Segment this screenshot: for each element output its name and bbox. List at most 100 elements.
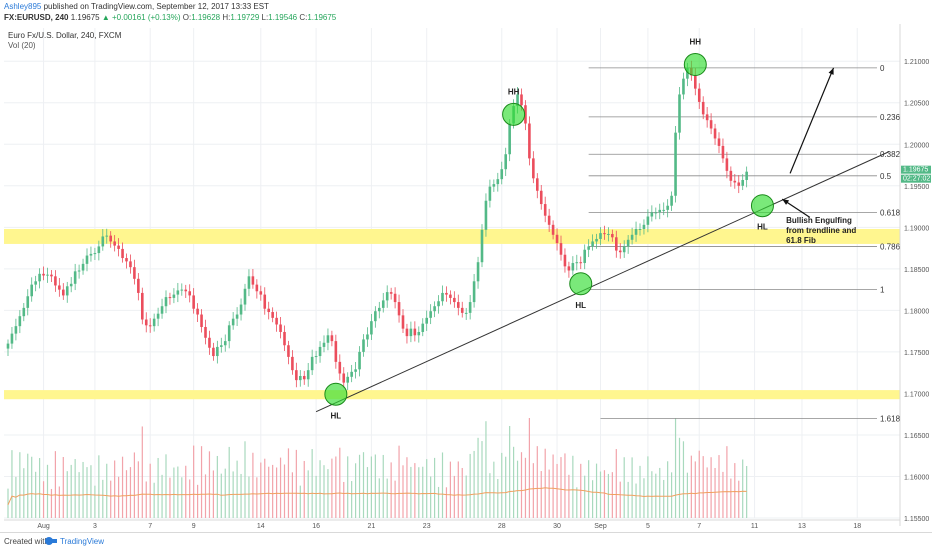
candle-body (630, 234, 634, 240)
tradingview-logo-icon (45, 537, 57, 545)
candle-body (618, 250, 622, 253)
volume-bar (659, 467, 661, 518)
candle-body (555, 234, 559, 244)
candle-body (239, 304, 243, 315)
volume-bar (193, 445, 195, 518)
price-chart[interactable]: 0 0.236 0.382 0.5 0.618 0.786 1 1.618 HH HH HL HL HL… (0, 24, 932, 532)
candle-body (271, 312, 274, 318)
volume-bar (276, 467, 278, 518)
candle-body (678, 94, 681, 133)
candle-body (291, 356, 294, 371)
volume-bar (31, 456, 33, 518)
candle-body (346, 376, 349, 383)
x-tick-label: Aug (37, 523, 50, 530)
volume-bar (90, 465, 92, 518)
volume-bar (177, 466, 179, 518)
volume-bar (287, 448, 290, 518)
volume-bar (7, 488, 9, 518)
candle-body (10, 333, 14, 344)
candle-body (97, 246, 101, 254)
volume-bar (311, 449, 313, 518)
volume-bar (157, 457, 159, 518)
fib-level-label: 0 (880, 64, 885, 73)
volume-bar (414, 463, 416, 518)
volume-bar (378, 478, 380, 518)
candle-body (626, 239, 630, 247)
volume-bar (228, 446, 230, 518)
volume-bar (236, 460, 238, 518)
candle-body (662, 209, 665, 211)
tradingview-link[interactable]: TradingView (60, 537, 105, 546)
candle-body (385, 292, 389, 301)
volume-bar (509, 425, 511, 518)
candle-body (666, 205, 669, 210)
volume-bar (568, 474, 570, 518)
chart-header: Ashley895 published on TradingView.com, … (0, 0, 932, 24)
volume-bar (390, 462, 392, 518)
fib-level-label: 0.5 (880, 172, 892, 181)
candle-body (670, 195, 673, 206)
candle-body (709, 120, 713, 129)
volume-bar (153, 482, 155, 518)
volume-bar (200, 446, 203, 518)
candle-body (6, 343, 10, 349)
fib-level-label: 1 (880, 286, 885, 295)
volume-bar (220, 473, 222, 518)
candle-body (259, 291, 263, 295)
candle-body (476, 262, 480, 282)
x-tick-label: 14 (257, 523, 265, 530)
candle-body (295, 370, 298, 381)
y-tick-label: 1.15500 (904, 516, 929, 523)
low-label: L: (261, 13, 269, 22)
volume-bar (279, 457, 282, 518)
volume-bar (556, 463, 558, 518)
volume-bar (426, 459, 428, 518)
candle-body (571, 263, 575, 271)
candle-body (208, 337, 211, 348)
candle-body (401, 315, 405, 329)
volume-bar (145, 481, 147, 518)
volume-bar (734, 463, 736, 518)
volume-bar (726, 446, 728, 518)
candle-body (310, 356, 314, 371)
pivot-circle (683, 53, 707, 77)
candle-body (46, 274, 49, 276)
volume-bar (362, 452, 365, 518)
volume-bar (252, 452, 254, 518)
volume-bar (599, 471, 602, 518)
author-link[interactable]: Ashley895 (4, 2, 42, 11)
candle-body (622, 246, 626, 253)
volume-bar (686, 472, 688, 518)
volume-bar (11, 450, 13, 518)
price-change: ▲ +0.00161 (+0.13%) (101, 13, 181, 22)
x-tick-label: 7 (697, 523, 701, 530)
y-tick-label: 1.16000 (904, 474, 929, 481)
volume-bar (639, 465, 641, 518)
x-tick-label: 13 (798, 523, 806, 530)
candle-body (62, 289, 65, 296)
candle-body (30, 284, 33, 297)
volume-bar (260, 462, 262, 518)
volume-bar (114, 460, 116, 518)
volume-bar (718, 455, 720, 518)
volume-bar (434, 457, 436, 518)
candle-body (263, 294, 267, 309)
candle-body (129, 261, 132, 268)
candle-body (133, 267, 136, 279)
volume-bar (358, 454, 361, 518)
candle-body (370, 321, 373, 335)
x-tick-label: 28 (498, 523, 506, 530)
candle-body (105, 235, 109, 237)
volume-bar (473, 450, 475, 518)
volume-bar (62, 457, 64, 518)
candle-body (101, 236, 105, 247)
volume-bar (19, 452, 21, 518)
volume-bar (497, 478, 499, 518)
volume-bar (74, 459, 76, 518)
candle-body (374, 311, 377, 322)
candle-body (433, 306, 436, 312)
candle-body (441, 292, 444, 302)
candle-body (152, 318, 156, 327)
candle-body (611, 233, 614, 238)
candle-body (682, 78, 685, 95)
